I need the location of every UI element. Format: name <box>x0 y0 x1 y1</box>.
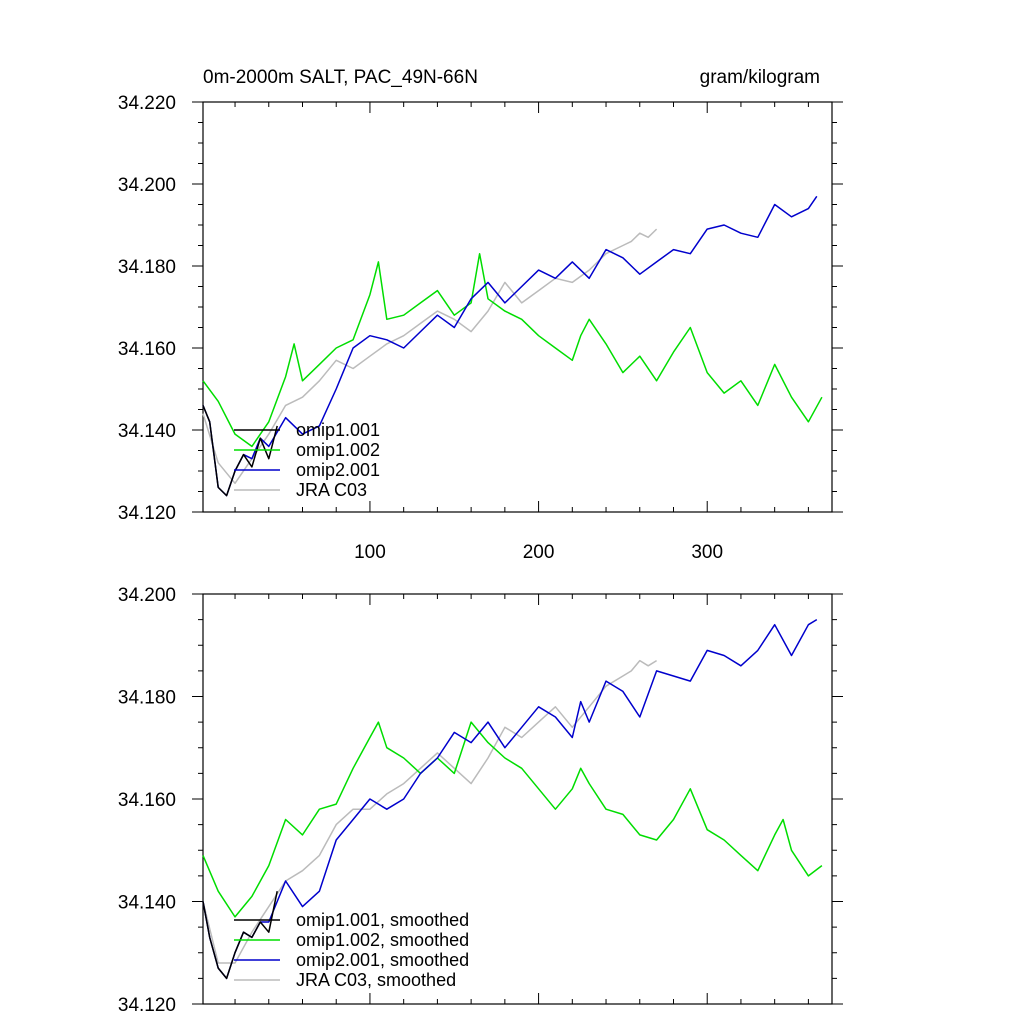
y-tick-label: 34.220 <box>118 93 176 114</box>
series-line-jra-c03 <box>202 228 658 485</box>
y-tick-label: 34.140 <box>118 893 176 914</box>
series-lines <box>202 618 823 980</box>
x-tick-label: 100 <box>354 542 386 563</box>
y-tick-label: 34.200 <box>118 175 176 196</box>
legend-label: omip1.002 <box>296 440 380 460</box>
series-lines <box>202 195 823 497</box>
y-tick-label: 34.180 <box>118 688 176 709</box>
series-line-omip1-001 <box>202 891 278 980</box>
salinity-raw-panel: 0m-2000m SALT, PAC_49N-66N gram/kilogram… <box>118 67 843 563</box>
series-line-omip1-002 <box>202 721 823 918</box>
legend-label: omip2.001, smoothed <box>296 950 469 970</box>
legend-label: omip1.001, smoothed <box>296 910 469 930</box>
y-tick-label: 34.120 <box>118 503 176 524</box>
series-line-omip1-001 <box>202 405 278 497</box>
series-line-jra-c03 <box>202 659 657 964</box>
panel-title: 0m-2000m SALT, PAC_49N-66N <box>203 67 478 88</box>
legend-label: omip1.002, smoothed <box>296 930 469 950</box>
y-tick-label: 34.200 <box>118 585 176 606</box>
salinity-smoothed-panel: 34.120 34.140 34.160 34.180 34.200 omip1.001… <box>118 585 843 1016</box>
legend-label: omip1.001 <box>296 420 380 440</box>
y-tick-label: 34.160 <box>118 790 176 811</box>
x-tick-label: 200 <box>523 542 555 563</box>
y-tick-label: 34.180 <box>118 257 176 278</box>
legend-label: JRA C03, smoothed <box>296 970 456 990</box>
series-line-omip1-002 <box>202 252 823 448</box>
y-tick-label: 34.120 <box>118 995 176 1016</box>
legend-label: omip2.001 <box>296 460 380 480</box>
units-label: gram/kilogram <box>700 67 820 88</box>
x-tick-label: 300 <box>691 542 723 563</box>
legend-label: JRA C03 <box>296 480 367 500</box>
y-tick-label: 34.160 <box>118 339 176 360</box>
axes-frame: 34.120 34.140 34.160 34.180 34.200 <box>118 585 843 1016</box>
y-tick-label: 34.140 <box>118 421 176 442</box>
axes-frame: 100 200 300 34.120 34.140 34.160 34.180 34.200 3… <box>118 93 843 563</box>
